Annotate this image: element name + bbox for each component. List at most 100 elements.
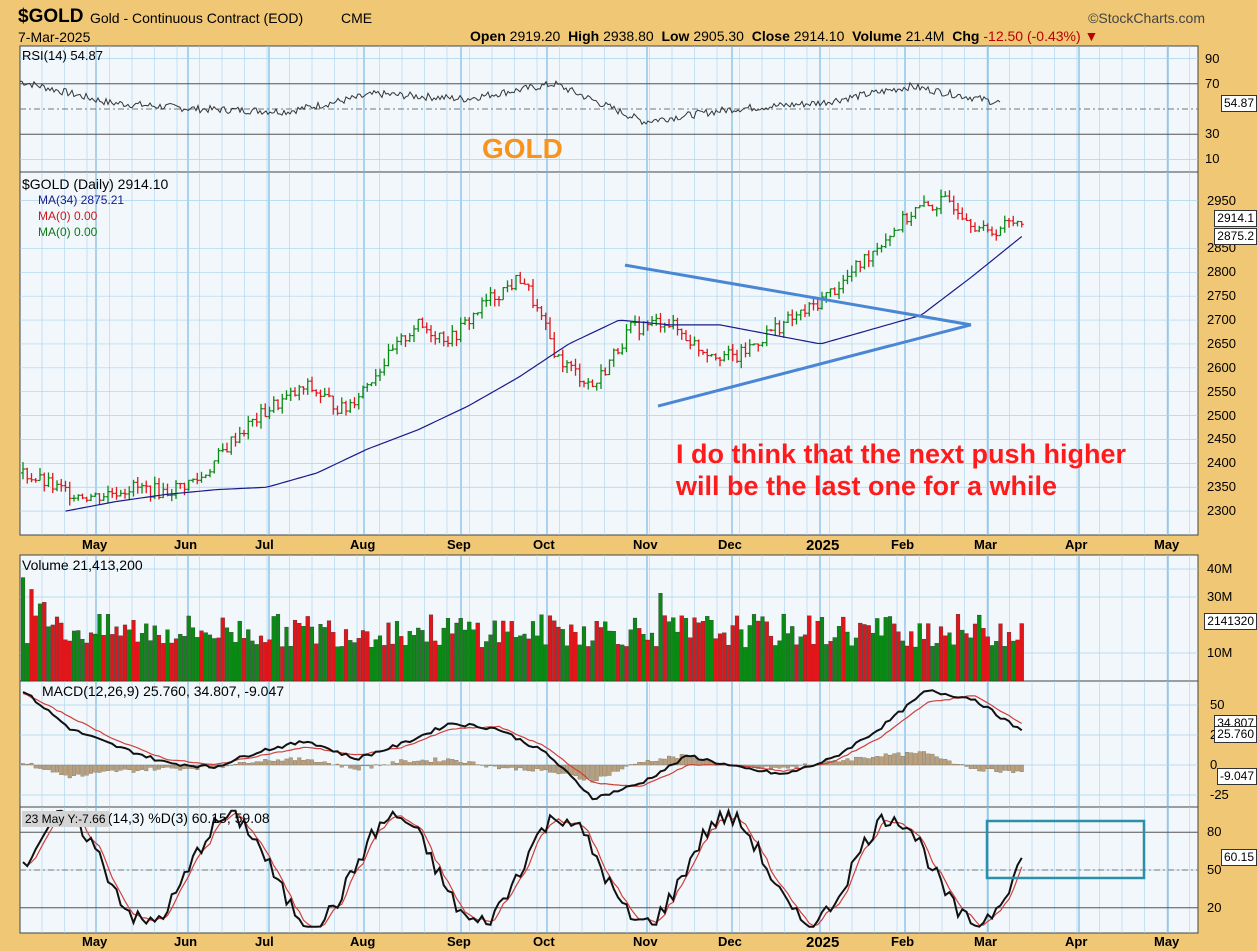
volume-bar xyxy=(1002,646,1007,682)
macd-histogram-bar xyxy=(939,758,943,766)
gold-annotation: GOLD xyxy=(482,133,563,164)
macd-histogram-bar xyxy=(968,764,973,769)
volume-bar xyxy=(760,616,765,682)
volume-bar xyxy=(63,639,68,682)
price-tick: 2350 xyxy=(1207,479,1236,495)
volume-bar xyxy=(671,617,676,682)
macd-histogram-bar xyxy=(973,764,977,769)
volume-bar xyxy=(135,641,140,682)
volume-bar xyxy=(692,617,697,682)
volume-bar xyxy=(114,626,119,682)
volume-bar xyxy=(875,618,880,682)
volume-bar xyxy=(662,615,667,682)
macd-histogram-bar xyxy=(658,758,663,766)
macd-histogram-bar xyxy=(127,764,132,771)
macd-histogram-bar xyxy=(909,752,914,766)
macd-histogram-bar xyxy=(1002,764,1007,771)
macd-histogram-bar xyxy=(365,764,370,767)
price-month-label: Feb xyxy=(891,537,915,552)
volume-bar xyxy=(377,635,383,682)
macd-histogram-bar xyxy=(310,759,314,766)
volume-bar xyxy=(445,618,451,682)
volume-bar xyxy=(675,631,680,682)
macd-tick: 50 xyxy=(1210,697,1225,712)
macd-histogram-bar xyxy=(526,764,531,772)
volume-bar xyxy=(615,644,621,682)
volume-bar xyxy=(620,644,625,682)
volume-bar xyxy=(794,644,799,682)
volume-bar xyxy=(819,617,825,682)
volume-bar xyxy=(450,633,455,682)
macd-histogram-bar xyxy=(620,764,625,770)
stoch-badge: 60.15 xyxy=(1220,849,1257,867)
volume-bar xyxy=(403,645,408,682)
macd-histogram-bar xyxy=(781,764,786,768)
volume-bar xyxy=(220,617,225,682)
volume-bar xyxy=(1006,632,1012,682)
comment-line-2: will be the last one for a while xyxy=(676,471,1058,502)
macd-badge: 25.760 xyxy=(1214,726,1257,744)
volume-bar xyxy=(348,640,353,682)
macd-histogram-bar xyxy=(1007,764,1011,771)
volume-bar xyxy=(994,641,999,682)
ma0-legend-green: MA(0) 0.00 xyxy=(38,225,98,239)
price-month-label: Sep xyxy=(447,537,471,552)
volume-bar xyxy=(777,640,782,682)
macd-histogram-bar xyxy=(777,764,782,769)
volume-bar xyxy=(110,634,115,682)
macd-panel xyxy=(19,680,1199,808)
price-tick: 2650 xyxy=(1207,335,1236,351)
macd-histogram-bar xyxy=(960,764,965,766)
volume-bar xyxy=(105,614,111,682)
price-month-label: Dec xyxy=(718,537,742,552)
volume-bar xyxy=(594,621,599,682)
volume-bar xyxy=(985,636,990,682)
macd-histogram-bar xyxy=(790,764,795,767)
volume-bar xyxy=(968,637,973,682)
macd-histogram-bar xyxy=(21,763,25,766)
volume-bar xyxy=(352,642,357,682)
volume-bar xyxy=(734,615,740,682)
macd-histogram-bar xyxy=(361,764,365,766)
macd-histogram-bar xyxy=(905,752,909,766)
volume-bar xyxy=(496,642,502,682)
macd-histogram-bar xyxy=(263,759,268,766)
instrument-name: Gold - Continuous Contract (EOD) xyxy=(90,10,304,26)
macd-histogram-bar xyxy=(335,763,340,766)
volume-bar xyxy=(764,621,769,682)
volume-bar xyxy=(798,636,803,682)
macd-histogram-bar xyxy=(769,764,773,770)
price-tick: 2600 xyxy=(1207,359,1236,375)
volume-bar xyxy=(399,636,404,682)
volume-bar xyxy=(709,620,714,682)
volume-bar xyxy=(411,635,417,682)
volume-bar xyxy=(246,629,251,682)
highlight-box xyxy=(985,819,1146,880)
macd-histogram-bar xyxy=(841,760,846,766)
volume-bar xyxy=(679,615,684,682)
macd-histogram-bar xyxy=(89,764,93,774)
volume-bar xyxy=(828,641,833,682)
volume-bar xyxy=(424,641,429,682)
volume-bar xyxy=(658,593,663,682)
price-month-label: Apr xyxy=(1065,537,1088,552)
macd-histogram-bar xyxy=(883,753,888,766)
volume-bar xyxy=(696,622,701,682)
volume-bar xyxy=(713,638,718,682)
volume-bar xyxy=(173,638,179,682)
macd-histogram-bar xyxy=(803,763,807,766)
volume-bar xyxy=(301,626,306,682)
volume-bar xyxy=(258,635,264,682)
volume-bar xyxy=(909,631,914,682)
volume-bar xyxy=(280,646,285,682)
macd-histogram-bar xyxy=(169,764,174,769)
volume-bar xyxy=(420,630,425,682)
macd-histogram-bar xyxy=(437,761,442,766)
volume-bar xyxy=(645,639,650,682)
macd-histogram-bar xyxy=(531,764,535,772)
macd-histogram-bar xyxy=(463,763,467,766)
stoch-k-line xyxy=(22,807,1023,928)
volume-bar xyxy=(67,640,72,682)
macd-histogram-bar xyxy=(917,751,922,766)
